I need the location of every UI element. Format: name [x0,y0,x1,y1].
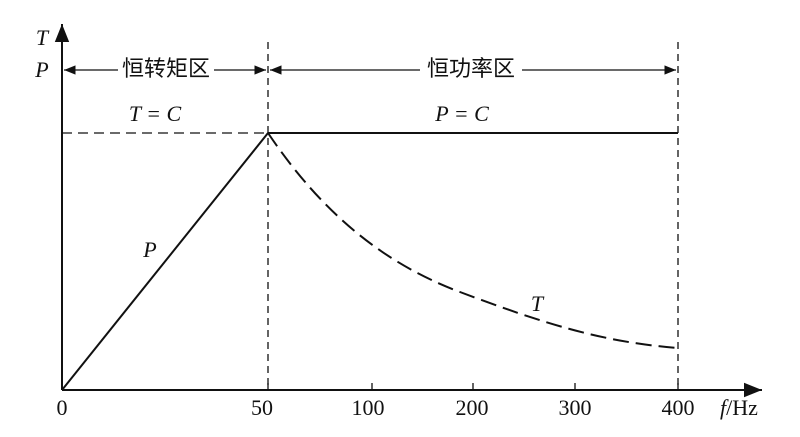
x-tick-label: 100 [352,395,385,420]
torque-curve [267,132,679,349]
x-label-var: f [720,395,729,420]
region-label: 恒转矩区 [122,57,210,82]
x-tick-label: 300 [559,395,592,420]
region-label: 恒功率区 [427,57,515,82]
y-label-power: P [34,57,48,82]
annotation: T = C [129,101,182,126]
x-label-unit: /Hz [726,395,758,420]
y-label-torque: T [36,25,50,50]
power-curve [61,132,269,391]
x-tick-label: 50 [251,395,273,420]
x-tick-marks [267,383,679,390]
x-tick-label: 400 [662,395,695,420]
x-tick-label: 200 [456,395,489,420]
curve-label: T [531,291,545,316]
x-tick-label: 0 [57,395,68,420]
annotation: P = C [434,101,489,126]
curve-label: P [142,237,156,262]
x-axis-label: f/Hz [720,395,758,420]
